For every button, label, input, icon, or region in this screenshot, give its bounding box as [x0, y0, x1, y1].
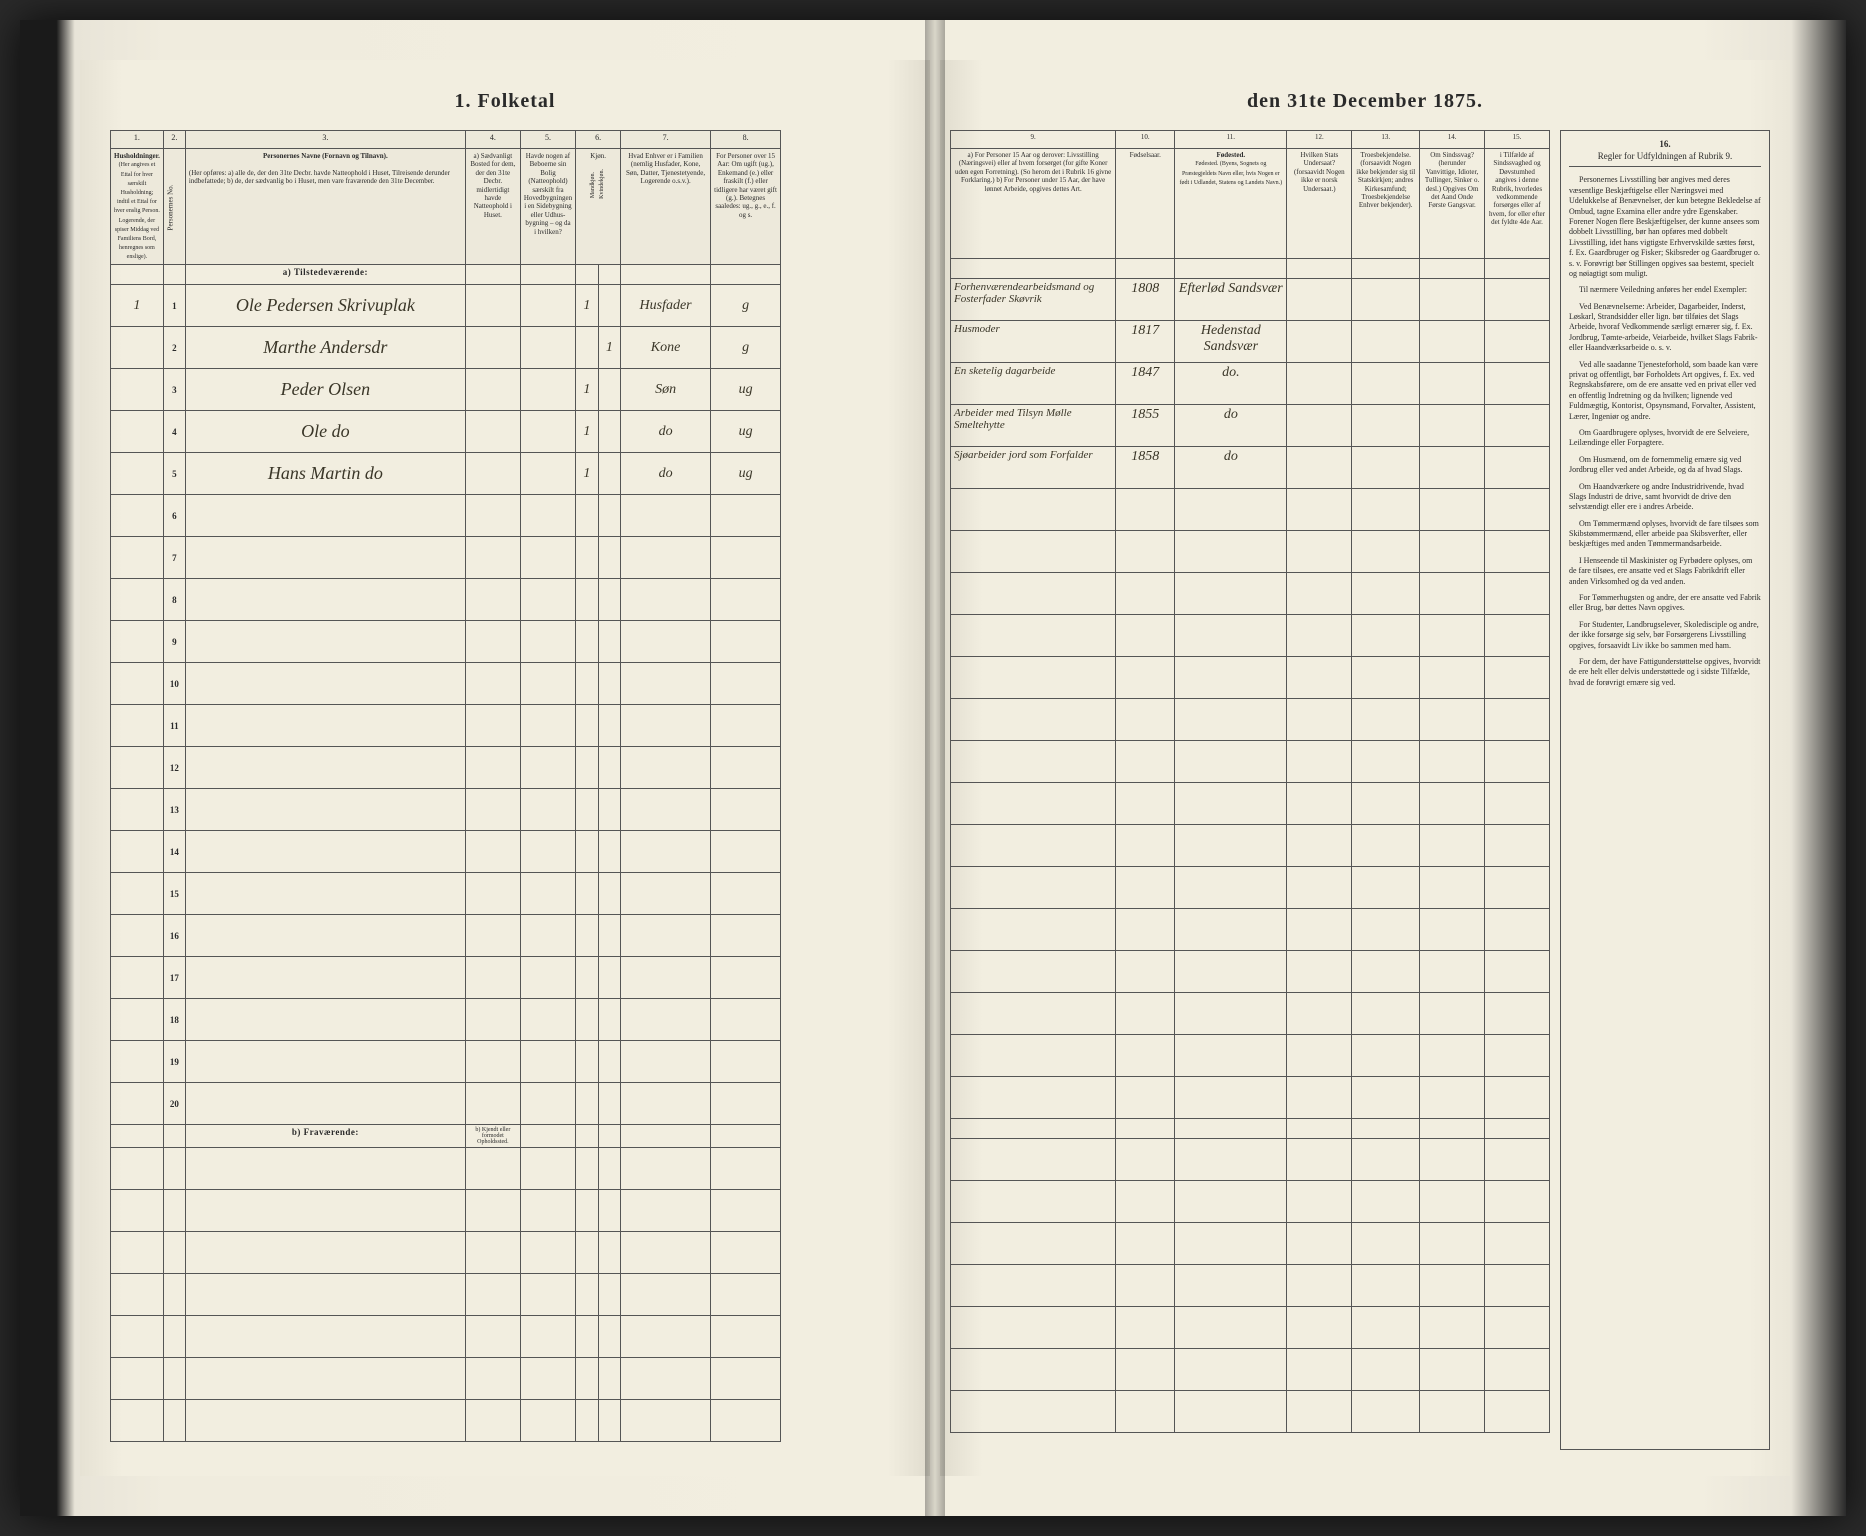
- empty-row: 20: [111, 1083, 781, 1125]
- empty-row: 14: [111, 831, 781, 873]
- census-row: 5 Hans Martin do 1 do ug: [111, 453, 781, 495]
- col-7: 7.: [621, 131, 711, 149]
- empty-row: 6: [111, 495, 781, 537]
- empty-row: 16: [111, 915, 781, 957]
- empty-row: 8: [111, 579, 781, 621]
- col-2: 2.: [163, 131, 185, 149]
- instruction-para: Om Husmænd, om de fornemmelig ernære sig…: [1569, 455, 1761, 476]
- empty-row: 15: [111, 873, 781, 915]
- col-13: 13.: [1352, 131, 1420, 149]
- instructions-column-16: 16. Regler for Udfyldningen af Rubrik 9.…: [1560, 130, 1770, 1450]
- col-14: 14.: [1420, 131, 1485, 149]
- col-6: 6.: [576, 131, 621, 149]
- title-left: 1. Folketal: [80, 60, 930, 113]
- census-row-right: Husmoder 1817 Hedenstad Sandsvær: [951, 321, 1550, 363]
- census-row: 3 Peder Olsen 1 Søn ug: [111, 369, 781, 411]
- section-fravaerende: b) Fraværende: b) Kjendt eller formodet …: [111, 1125, 781, 1148]
- empty-row: [111, 1316, 781, 1358]
- census-row-right: Sjøarbeider jord som Forfalder 1858 do: [951, 447, 1550, 489]
- col-4: 4.: [465, 131, 520, 149]
- h7: Hvad Enhver er i Familien (nemlig Husfad…: [621, 149, 711, 265]
- instruction-para: For Studenter, Landbrugselever, Skoledis…: [1569, 620, 1761, 651]
- instruction-para: Om Tømmermænd oplyses, hvorvidt de fare …: [1569, 519, 1761, 550]
- empty-row: 18: [111, 999, 781, 1041]
- col-3: 3.: [185, 131, 465, 149]
- h6: Kjøn.Mandkjøn. Kvindekjøn.: [576, 149, 621, 265]
- col-15: 15.: [1485, 131, 1550, 149]
- h14: Om Sindssvag? (herunder Vanvittige, Idio…: [1420, 149, 1485, 259]
- census-table-left: 1. 2. 3. 4. 5. 6. 7. 8. Husholdninger.(H…: [110, 130, 781, 1442]
- col-1: 1.: [111, 131, 164, 149]
- empty-row: [111, 1148, 781, 1190]
- census-row: 2 Marthe Andersdr 1 Kone g: [111, 327, 781, 369]
- empty-row: [111, 1400, 781, 1442]
- instruction-para: I Henseende til Maskinister og Fyrbødere…: [1569, 556, 1761, 587]
- h4: a) Sædvanligt Bosted for dem, der den 31…: [465, 149, 520, 265]
- h13: Troesbekjendelse. (forsaavidt Nogen ikke…: [1352, 149, 1420, 259]
- h9: a) For Personer 15 Aar og derover: Livss…: [951, 149, 1116, 259]
- census-row: 4 Ole do 1 do ug: [111, 411, 781, 453]
- instruction-para: For dem, der have Fattigunderstøttelse o…: [1569, 657, 1761, 688]
- section-tilstedevaerende: a) Tilstedeværende:: [111, 265, 781, 285]
- h1: Husholdninger.(Her angives et Ettal for …: [111, 149, 164, 265]
- empty-row: [111, 1274, 781, 1316]
- col-12: 12.: [1287, 131, 1352, 149]
- column-number-row-right: 9. 10. 11. 12. 13. 14. 15.: [951, 131, 1550, 149]
- column-desc-row: Husholdninger.(Her angives et Ettal for …: [111, 149, 781, 265]
- col-11: 11.: [1175, 131, 1287, 149]
- instructions-title: 16. Regler for Udfyldningen af Rubrik 9.: [1569, 139, 1761, 167]
- col-8: 8.: [711, 131, 781, 149]
- col-10: 10.: [1116, 131, 1175, 149]
- col-5: 5.: [520, 131, 575, 149]
- h8: For Personer over 15 Aar: Om ugift (ug.)…: [711, 149, 781, 265]
- left-page: 1. Folketal 1. 2. 3. 4. 5. 6. 7. 8. Hush…: [80, 60, 930, 1476]
- h2: Personernes No.: [163, 149, 185, 265]
- census-row-right: Arbeider med Tilsyn Mølle Smeltehytte 18…: [951, 405, 1550, 447]
- census-ledger-book: 1. Folketal 1. 2. 3. 4. 5. 6. 7. 8. Hush…: [20, 20, 1846, 1516]
- h15: i Tilfælde af Sindssvaghed og Døvstumhed…: [1485, 149, 1550, 259]
- h3: Personernes Navne (Fornavn og Tilnavn).(…: [185, 149, 465, 265]
- h12: Hvilken Stats Undersaat? (forsaavidt Nog…: [1287, 149, 1352, 259]
- instruction-para: Til nærmere Veiledning anføres her endel…: [1569, 285, 1761, 295]
- instruction-para: Om Haandværkere og andre Industridrivend…: [1569, 482, 1761, 513]
- column-number-row: 1. 2. 3. 4. 5. 6. 7. 8.: [111, 131, 781, 149]
- census-table-right: 9. 10. 11. 12. 13. 14. 15. a) For Person…: [950, 130, 1550, 1433]
- column-desc-row-right: a) For Personer 15 Aar og derover: Livss…: [951, 149, 1550, 259]
- empty-row: 7: [111, 537, 781, 579]
- instruction-para: For Tømmerhugsten og andre, der ere ansa…: [1569, 593, 1761, 614]
- col-9: 9.: [951, 131, 1116, 149]
- empty-row: 17: [111, 957, 781, 999]
- empty-row: 9: [111, 621, 781, 663]
- h11: Fødested.Fødested. (Byens, Sognets og Pr…: [1175, 149, 1287, 259]
- instruction-para: Personernes Livsstilling bør angives med…: [1569, 175, 1761, 279]
- empty-row: 10: [111, 663, 781, 705]
- empty-row: [111, 1190, 781, 1232]
- empty-row: [111, 1232, 781, 1274]
- empty-row: 19: [111, 1041, 781, 1083]
- empty-row: [111, 1358, 781, 1400]
- census-row-right: En sketelig dagarbeide 1847 do.: [951, 363, 1550, 405]
- census-row: 1 1 Ole Pedersen Skrivuplak 1 Husfader g: [111, 285, 781, 327]
- book-spine: [925, 20, 945, 1516]
- h10: Fødselsaar.: [1116, 149, 1175, 259]
- instruction-para: Om Gaardbrugere oplyses, hvorvidt de ere…: [1569, 428, 1761, 449]
- instruction-para: Ved alle saadanne Tjenesteforhold, som b…: [1569, 360, 1761, 422]
- census-row-right: Forhenværendearbeidsmand og Fosterfader …: [951, 279, 1550, 321]
- empty-row: 13: [111, 789, 781, 831]
- instruction-para: Ved Benævnelserne: Arbeider, Dagarbeider…: [1569, 302, 1761, 354]
- title-right: den 31te December 1875.: [940, 60, 1790, 113]
- empty-row: 11: [111, 705, 781, 747]
- h5: Havde nogen af Beboerne sin Bolig (Natte…: [520, 149, 575, 265]
- empty-row: 12: [111, 747, 781, 789]
- right-page: den 31te December 1875. 9. 10. 11. 12. 1…: [940, 60, 1790, 1476]
